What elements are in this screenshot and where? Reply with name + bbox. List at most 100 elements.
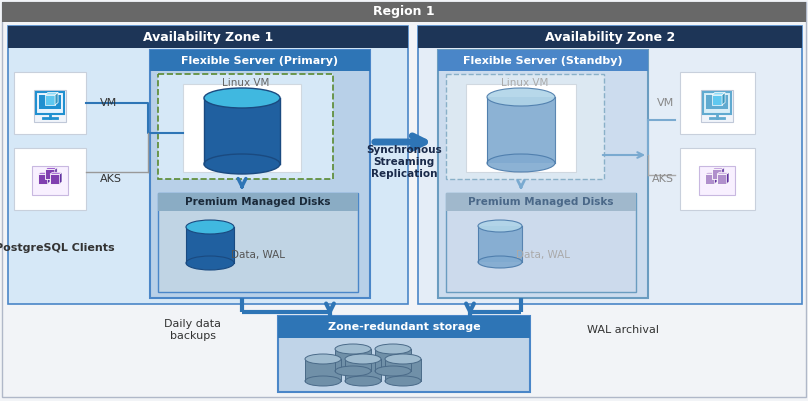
- Ellipse shape: [487, 88, 555, 106]
- Bar: [305, 359, 341, 381]
- Bar: [700, 166, 734, 195]
- Text: Data, WAL: Data, WAL: [231, 250, 285, 260]
- Ellipse shape: [186, 256, 234, 270]
- Ellipse shape: [375, 344, 411, 354]
- Ellipse shape: [186, 220, 234, 234]
- Bar: [8, 26, 408, 304]
- Ellipse shape: [204, 154, 280, 174]
- Bar: [705, 174, 714, 184]
- Bar: [150, 50, 370, 298]
- Bar: [50, 174, 60, 184]
- Polygon shape: [717, 172, 729, 174]
- Ellipse shape: [345, 354, 381, 364]
- Polygon shape: [726, 172, 729, 184]
- Text: Premium Managed Disks: Premium Managed Disks: [469, 197, 614, 207]
- Bar: [487, 97, 555, 163]
- Bar: [34, 90, 66, 122]
- Text: Premium Managed Disks: Premium Managed Disks: [185, 197, 330, 207]
- Bar: [278, 316, 530, 338]
- Polygon shape: [705, 172, 717, 174]
- Text: AKS: AKS: [652, 174, 674, 184]
- Bar: [446, 193, 636, 292]
- Bar: [158, 193, 358, 292]
- Bar: [278, 316, 530, 392]
- Polygon shape: [55, 168, 57, 179]
- Bar: [712, 95, 722, 105]
- Bar: [680, 72, 755, 134]
- Text: PostgreSQL Clients: PostgreSQL Clients: [0, 243, 115, 253]
- Bar: [32, 166, 68, 195]
- Polygon shape: [45, 168, 57, 169]
- Text: Linux VM: Linux VM: [501, 78, 549, 88]
- Text: Linux VM: Linux VM: [222, 78, 269, 88]
- Bar: [345, 359, 381, 381]
- Bar: [375, 349, 411, 371]
- Bar: [438, 50, 648, 298]
- Text: Zone-redundant storage: Zone-redundant storage: [328, 322, 480, 332]
- Bar: [38, 174, 48, 184]
- Ellipse shape: [335, 344, 371, 354]
- Polygon shape: [712, 93, 725, 95]
- Polygon shape: [48, 172, 50, 184]
- Bar: [438, 50, 648, 71]
- Ellipse shape: [335, 366, 371, 376]
- Polygon shape: [38, 172, 50, 174]
- Bar: [703, 92, 731, 114]
- Bar: [701, 90, 734, 122]
- Text: VM: VM: [100, 98, 117, 108]
- Bar: [335, 349, 371, 371]
- Text: Daily data
backups: Daily data backups: [165, 319, 221, 341]
- Bar: [717, 174, 726, 184]
- Ellipse shape: [478, 256, 522, 268]
- Ellipse shape: [375, 366, 411, 376]
- Bar: [150, 50, 370, 71]
- Text: Availability Zone 1: Availability Zone 1: [143, 30, 273, 43]
- Bar: [446, 193, 636, 211]
- Ellipse shape: [305, 354, 341, 364]
- Bar: [8, 26, 408, 48]
- Polygon shape: [722, 168, 724, 179]
- Text: Region 1: Region 1: [373, 6, 435, 18]
- Bar: [36, 92, 65, 114]
- Polygon shape: [55, 93, 58, 105]
- Polygon shape: [50, 172, 62, 174]
- Ellipse shape: [345, 376, 381, 386]
- Ellipse shape: [204, 88, 280, 108]
- Bar: [712, 169, 722, 179]
- Bar: [14, 148, 86, 210]
- Polygon shape: [722, 93, 725, 105]
- Bar: [14, 72, 86, 134]
- Text: Synchronous
Streaming
Replication: Synchronous Streaming Replication: [366, 146, 442, 178]
- Bar: [39, 95, 61, 109]
- Text: VM: VM: [657, 98, 674, 108]
- Bar: [466, 84, 576, 172]
- Bar: [418, 26, 802, 304]
- Bar: [418, 26, 802, 48]
- Ellipse shape: [385, 354, 421, 364]
- Bar: [204, 98, 280, 164]
- Bar: [158, 74, 333, 179]
- Text: Flexible Server (Primary): Flexible Server (Primary): [182, 55, 339, 65]
- Ellipse shape: [478, 220, 522, 232]
- Bar: [183, 84, 301, 172]
- Bar: [2, 2, 806, 22]
- Bar: [45, 95, 55, 105]
- Bar: [45, 169, 55, 179]
- Bar: [446, 74, 604, 179]
- Polygon shape: [714, 172, 717, 184]
- Text: WAL archival: WAL archival: [587, 325, 659, 335]
- Text: Availability Zone 2: Availability Zone 2: [545, 30, 675, 43]
- Bar: [478, 226, 522, 262]
- Bar: [158, 193, 358, 211]
- Polygon shape: [60, 172, 62, 184]
- Bar: [385, 359, 421, 381]
- Ellipse shape: [385, 376, 421, 386]
- Polygon shape: [45, 93, 58, 95]
- Bar: [705, 95, 728, 109]
- Bar: [680, 148, 755, 210]
- Bar: [186, 227, 234, 263]
- Ellipse shape: [305, 376, 341, 386]
- Text: Flexible Server (Standby): Flexible Server (Standby): [463, 55, 623, 65]
- Ellipse shape: [487, 154, 555, 172]
- Text: AKS: AKS: [100, 174, 122, 184]
